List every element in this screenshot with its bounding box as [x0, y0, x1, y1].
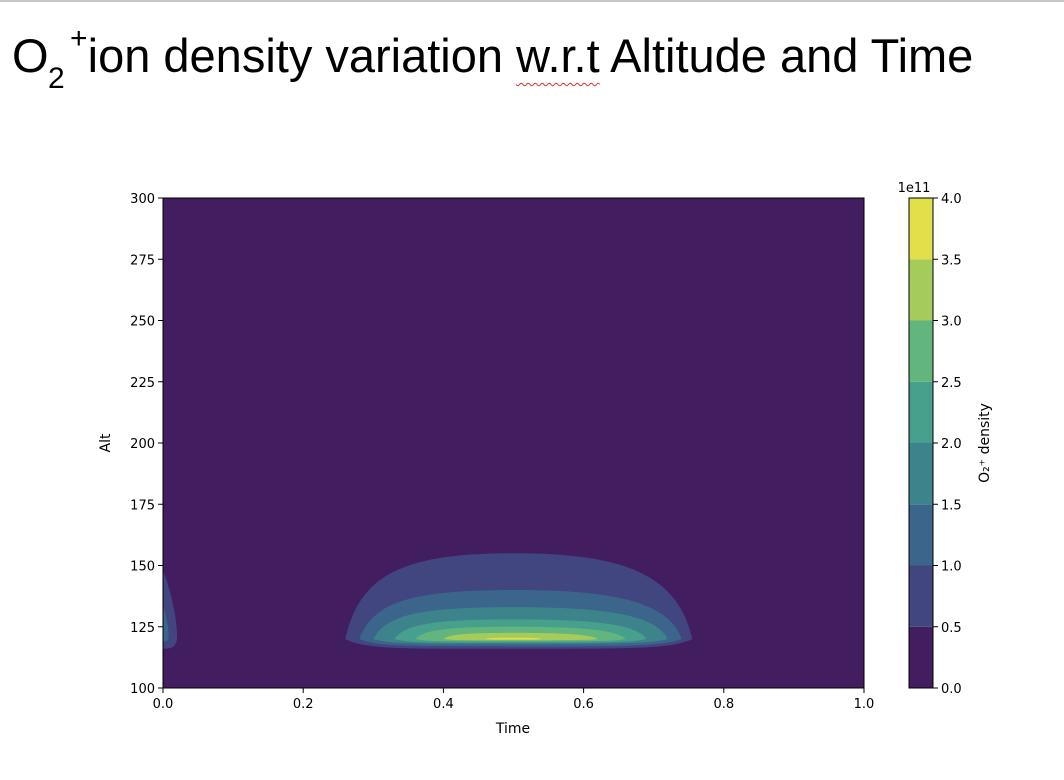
- y-axis-ticks: 100 125 150 175 200 225 250 275 300: [130, 192, 163, 697]
- colorbar-tick-label: 1.0: [941, 560, 962, 575]
- x-tick-label: 0.4: [433, 697, 454, 712]
- x-tick-label: 0.0: [153, 697, 174, 712]
- y-tick-label: 250: [130, 315, 155, 330]
- slide-title: O 2 + ion density variation w.r.t Altitude…: [12, 24, 974, 94]
- colorbar-tick-label: 2.0: [941, 437, 962, 452]
- formula-subscript: 2: [48, 62, 65, 95]
- colorbar-band: [909, 504, 933, 566]
- top-border: [0, 0, 1064, 2]
- colorbar-band: [909, 381, 933, 443]
- o2-plus-formula: O 2 +: [12, 24, 88, 94]
- y-tick-label: 275: [130, 253, 155, 268]
- colorbar-ticks: 0.0 0.5 1.0 1.5 2.0 2.5 3.0 3.5 4.0: [933, 192, 962, 697]
- y-tick-label: 100: [130, 682, 155, 697]
- colorbar-band: [909, 320, 933, 382]
- colorbar-band: [909, 626, 933, 688]
- colorbar-tick-label: 0.0: [941, 682, 962, 697]
- colorbar: 0.0 0.5 1.0 1.5 2.0 2.5 3.0 3.5 4.0 1e11 O₂⁺ den…: [898, 181, 993, 697]
- x-axis-label: Time: [495, 721, 530, 737]
- y-tick-label: 175: [130, 498, 155, 513]
- colorbar-band: [909, 443, 933, 505]
- colorbar-band: [909, 565, 933, 627]
- formula-base: O: [12, 29, 49, 82]
- colorbar-tick-label: 0.5: [941, 621, 962, 636]
- title-text-before: ion density variation: [74, 29, 517, 82]
- colorbar-label: O₂⁺ density: [977, 403, 993, 483]
- x-tick-label: 0.6: [573, 697, 594, 712]
- title-text-after: Altitude and Time: [599, 29, 974, 82]
- x-axis-ticks: 0.0 0.2 0.4 0.6 0.8 1.0: [153, 688, 875, 712]
- x-tick-label: 0.8: [713, 697, 734, 712]
- contour-level-1-start-edge: [163, 606, 169, 642]
- y-tick-label: 200: [130, 437, 155, 452]
- colorbar-tick-label: 1.5: [941, 498, 962, 513]
- colorbar-tick-label: 2.5: [941, 376, 962, 391]
- colorbar-band: [909, 259, 933, 321]
- y-tick-label: 150: [130, 560, 155, 575]
- plot-area: [162, 197, 865, 689]
- spellcheck-marked-word: w.r.t: [516, 29, 600, 82]
- contour-level-3-5-midday-peak: [485, 637, 542, 640]
- x-tick-label: 0.2: [293, 697, 314, 712]
- contour-level-3-midday-peak: [443, 632, 598, 641]
- colorbar-bands: [909, 198, 933, 688]
- x-tick-label: 1.0: [854, 697, 875, 712]
- colorbar-multiplier: 1e11: [898, 181, 931, 196]
- y-tick-label: 300: [130, 192, 155, 207]
- colorbar-tick-label: 3.5: [941, 253, 962, 268]
- formula-superscript: +: [70, 22, 88, 55]
- colorbar-tick-label: 4.0: [941, 192, 962, 207]
- y-axis-label: Alt: [98, 433, 114, 452]
- contour-layers: [163, 553, 693, 649]
- y-tick-label: 125: [130, 621, 155, 636]
- y-tick-label: 225: [130, 376, 155, 391]
- contour-chart: 0.0 0.2 0.4 0.6 0.8 1.0 100 125 150 175 200 225 250…: [98, 181, 993, 737]
- colorbar-band: [909, 198, 933, 260]
- colorbar-tick-label: 3.0: [941, 315, 962, 330]
